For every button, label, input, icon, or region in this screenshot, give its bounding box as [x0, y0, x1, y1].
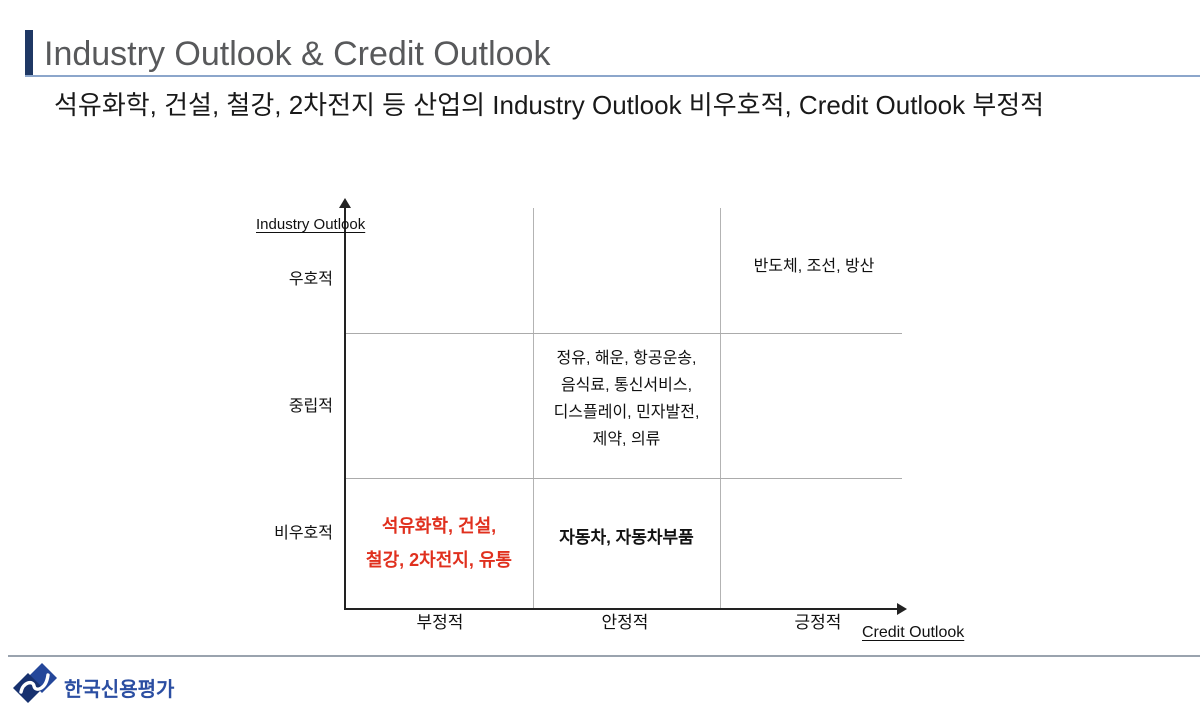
x-tick-negative: 부정적 [416, 613, 464, 632]
matrix-cell-unfavorable-stable: 자동차, 자동차부품 [534, 527, 719, 549]
title-accent-bar [25, 30, 33, 76]
cell-line: 석유화학, 건설, [381, 516, 497, 536]
x-axis-label: Credit Outlook [862, 624, 965, 641]
cell-line: 반도체, 조선, 방산 [753, 258, 875, 275]
x-tick-positive: 긍정적 [794, 613, 842, 632]
x-axis-line [345, 608, 901, 610]
cell-line: 디스플레이, 민자발전, [553, 404, 700, 421]
subtitle: 석유화학, 건설, 철강, 2차전지 등 산업의 Industry Outloo… [54, 90, 1045, 120]
y-axis-line [344, 207, 346, 610]
y-axis-arrow-icon [339, 198, 351, 208]
company-name: 한국신용평가 [64, 679, 175, 701]
matrix-cell-neutral-stable: 정유, 해운, 항공운송, 음식료, 통신서비스, 디스플레이, 민자발전, 제… [534, 345, 719, 453]
title-underline [25, 75, 1200, 77]
cell-line: 제약, 의류 [592, 431, 661, 448]
y-tick-favorable: 우호적 [288, 271, 333, 288]
cell-line: 음식료, 통신서비스, [560, 377, 693, 394]
cell-line: 철강, 2차전지, 유통 [366, 550, 512, 570]
y-tick-neutral: 중립적 [288, 398, 333, 415]
x-tick-stable: 안정적 [601, 613, 649, 632]
x-axis-arrow-icon [897, 603, 907, 615]
matrix-cell-unfavorable-negative: 석유화학, 건설, 철강, 2차전지, 유통 [346, 509, 532, 577]
cell-line: 자동차, 자동차부품 [559, 528, 694, 547]
grid-line-vertical-1 [533, 208, 534, 608]
grid-line-horizontal-2 [346, 478, 902, 479]
y-axis-label: Industry Outlook [256, 216, 366, 233]
kis-logo-mark-icon [13, 663, 57, 703]
footer-divider [8, 655, 1200, 657]
matrix-cell-favorable-positive: 반도체, 조선, 방산 [722, 257, 906, 277]
page-title: Industry Outlook & Credit Outlook [44, 35, 551, 73]
y-tick-unfavorable: 비우호적 [274, 525, 333, 542]
grid-line-vertical-2 [720, 208, 721, 608]
grid-line-horizontal-1 [346, 333, 902, 334]
cell-line: 정유, 해운, 항공운송, [556, 350, 697, 367]
